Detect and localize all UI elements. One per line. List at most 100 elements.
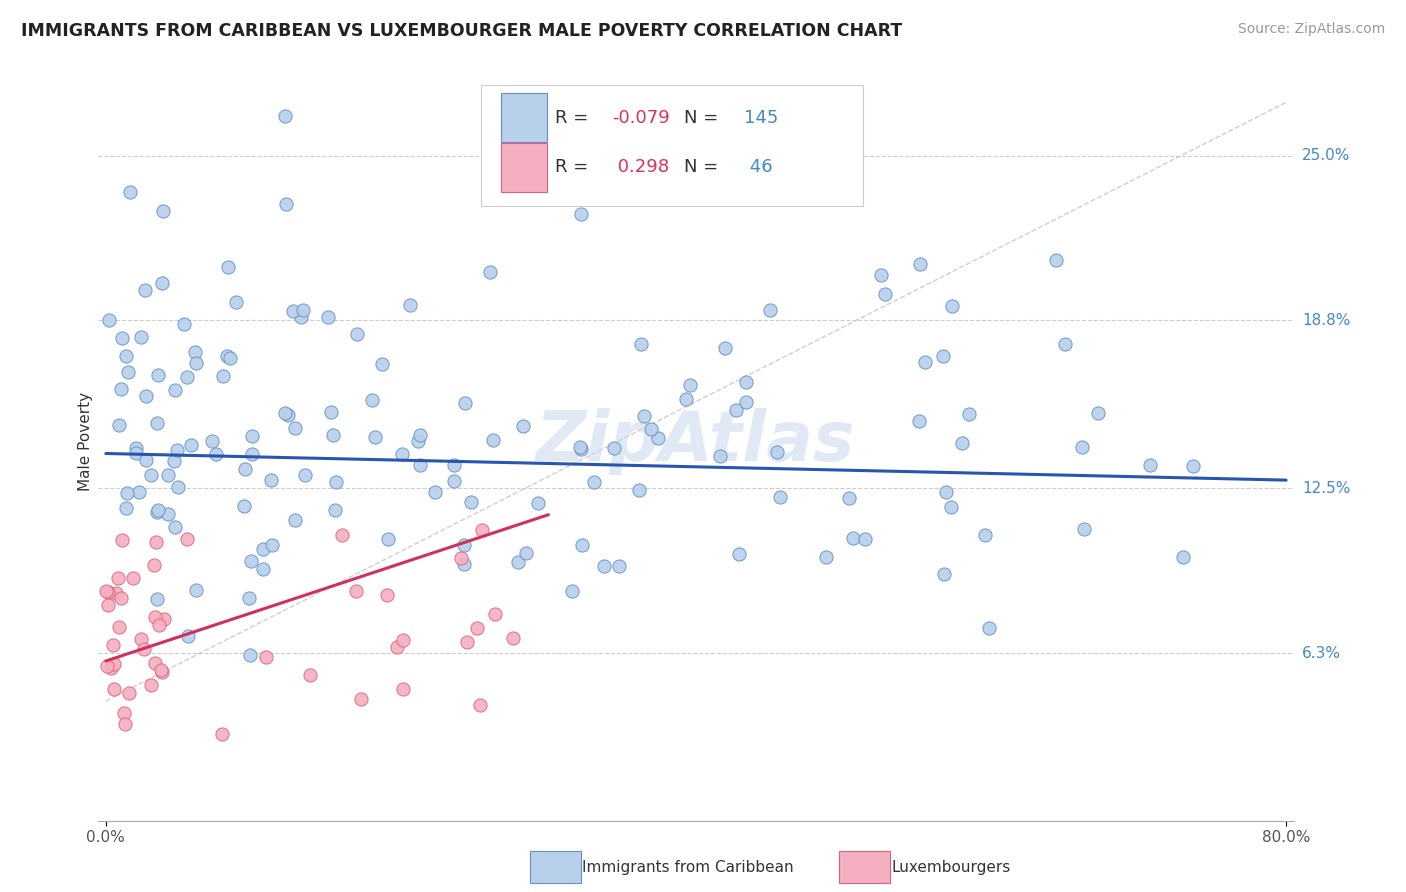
Point bbox=[603, 442, 626, 456]
Text: 12.5%: 12.5% bbox=[1302, 481, 1350, 496]
Point bbox=[143, 558, 166, 572]
Point bbox=[1181, 458, 1204, 473]
Point bbox=[150, 277, 173, 291]
Point bbox=[114, 349, 136, 363]
FancyBboxPatch shape bbox=[501, 143, 547, 192]
Point bbox=[425, 484, 447, 499]
Point bbox=[628, 483, 651, 497]
Point bbox=[527, 496, 550, 510]
Text: 145: 145 bbox=[744, 109, 778, 127]
Point bbox=[96, 658, 118, 673]
Point bbox=[125, 441, 148, 455]
Point bbox=[240, 429, 263, 443]
Point bbox=[931, 349, 953, 363]
Point bbox=[409, 427, 432, 442]
Point bbox=[316, 310, 339, 325]
Point bbox=[184, 582, 207, 597]
Point bbox=[98, 312, 121, 326]
Point bbox=[950, 435, 973, 450]
Point bbox=[120, 185, 142, 199]
Point bbox=[274, 109, 297, 123]
Point bbox=[734, 375, 756, 389]
Point bbox=[204, 447, 226, 461]
Point bbox=[290, 310, 312, 325]
Point bbox=[675, 392, 697, 406]
Text: 6.3%: 6.3% bbox=[1302, 646, 1341, 661]
Point bbox=[647, 431, 669, 445]
Point bbox=[143, 610, 166, 624]
Point bbox=[186, 356, 208, 370]
Point bbox=[97, 599, 120, 613]
Point bbox=[932, 566, 955, 581]
Point bbox=[115, 486, 138, 500]
Point bbox=[163, 384, 186, 398]
Point bbox=[143, 656, 166, 670]
Point bbox=[101, 638, 124, 652]
Point bbox=[256, 650, 278, 665]
Point bbox=[117, 365, 139, 379]
Point bbox=[112, 706, 135, 721]
Point bbox=[105, 585, 128, 599]
Point bbox=[728, 547, 751, 561]
Point bbox=[471, 523, 494, 537]
Point bbox=[385, 640, 408, 654]
Point bbox=[569, 442, 592, 457]
Point bbox=[346, 327, 368, 342]
Point bbox=[443, 458, 465, 472]
Point bbox=[225, 295, 247, 310]
Text: 25.0%: 25.0% bbox=[1302, 148, 1350, 163]
Point bbox=[240, 447, 263, 461]
Y-axis label: Male Poverty: Male Poverty bbox=[77, 392, 93, 491]
Point bbox=[1045, 252, 1067, 267]
Point bbox=[110, 591, 132, 605]
Text: 46: 46 bbox=[744, 159, 772, 177]
Point bbox=[714, 341, 737, 355]
Text: -0.079: -0.079 bbox=[613, 109, 671, 127]
Point bbox=[146, 503, 169, 517]
Point bbox=[873, 287, 896, 301]
Point bbox=[470, 698, 492, 712]
Point bbox=[252, 541, 274, 556]
Point bbox=[165, 520, 187, 534]
Text: ZipAtlas: ZipAtlas bbox=[536, 408, 856, 475]
Point bbox=[291, 302, 314, 317]
Point bbox=[201, 434, 224, 448]
Point bbox=[167, 480, 190, 494]
Point bbox=[453, 396, 475, 410]
Point bbox=[152, 204, 174, 219]
Point bbox=[465, 621, 488, 635]
Point bbox=[215, 349, 238, 363]
Point bbox=[240, 554, 263, 568]
Point bbox=[1087, 406, 1109, 420]
Point bbox=[176, 370, 198, 384]
Text: Immigrants from Caribbean: Immigrants from Caribbean bbox=[582, 860, 794, 874]
Point bbox=[502, 632, 524, 646]
Point bbox=[260, 538, 283, 552]
Point bbox=[569, 206, 592, 220]
Text: N =: N = bbox=[685, 159, 724, 177]
Point bbox=[219, 351, 242, 365]
Point bbox=[391, 682, 413, 697]
Point bbox=[977, 621, 1000, 635]
Point bbox=[734, 395, 756, 409]
Point bbox=[371, 357, 394, 371]
Point bbox=[973, 528, 995, 542]
Point bbox=[443, 475, 465, 489]
Point bbox=[910, 256, 932, 270]
Text: IMMIGRANTS FROM CARIBBEAN VS LUXEMBOURGER MALE POVERTY CORRELATION CHART: IMMIGRANTS FROM CARIBBEAN VS LUXEMBOURGE… bbox=[21, 22, 903, 40]
Text: Luxembourgers: Luxembourgers bbox=[891, 860, 1011, 874]
Point bbox=[114, 717, 136, 731]
Point bbox=[633, 409, 655, 423]
Point bbox=[725, 403, 748, 417]
Point bbox=[281, 303, 304, 318]
Text: R =: R = bbox=[555, 159, 593, 177]
Point bbox=[406, 434, 429, 449]
Point bbox=[769, 490, 792, 504]
Point bbox=[377, 532, 399, 546]
Point bbox=[640, 421, 662, 435]
Point bbox=[146, 592, 169, 607]
Point bbox=[163, 454, 186, 468]
Point bbox=[129, 632, 152, 647]
Point bbox=[110, 382, 132, 396]
Point bbox=[129, 330, 152, 344]
